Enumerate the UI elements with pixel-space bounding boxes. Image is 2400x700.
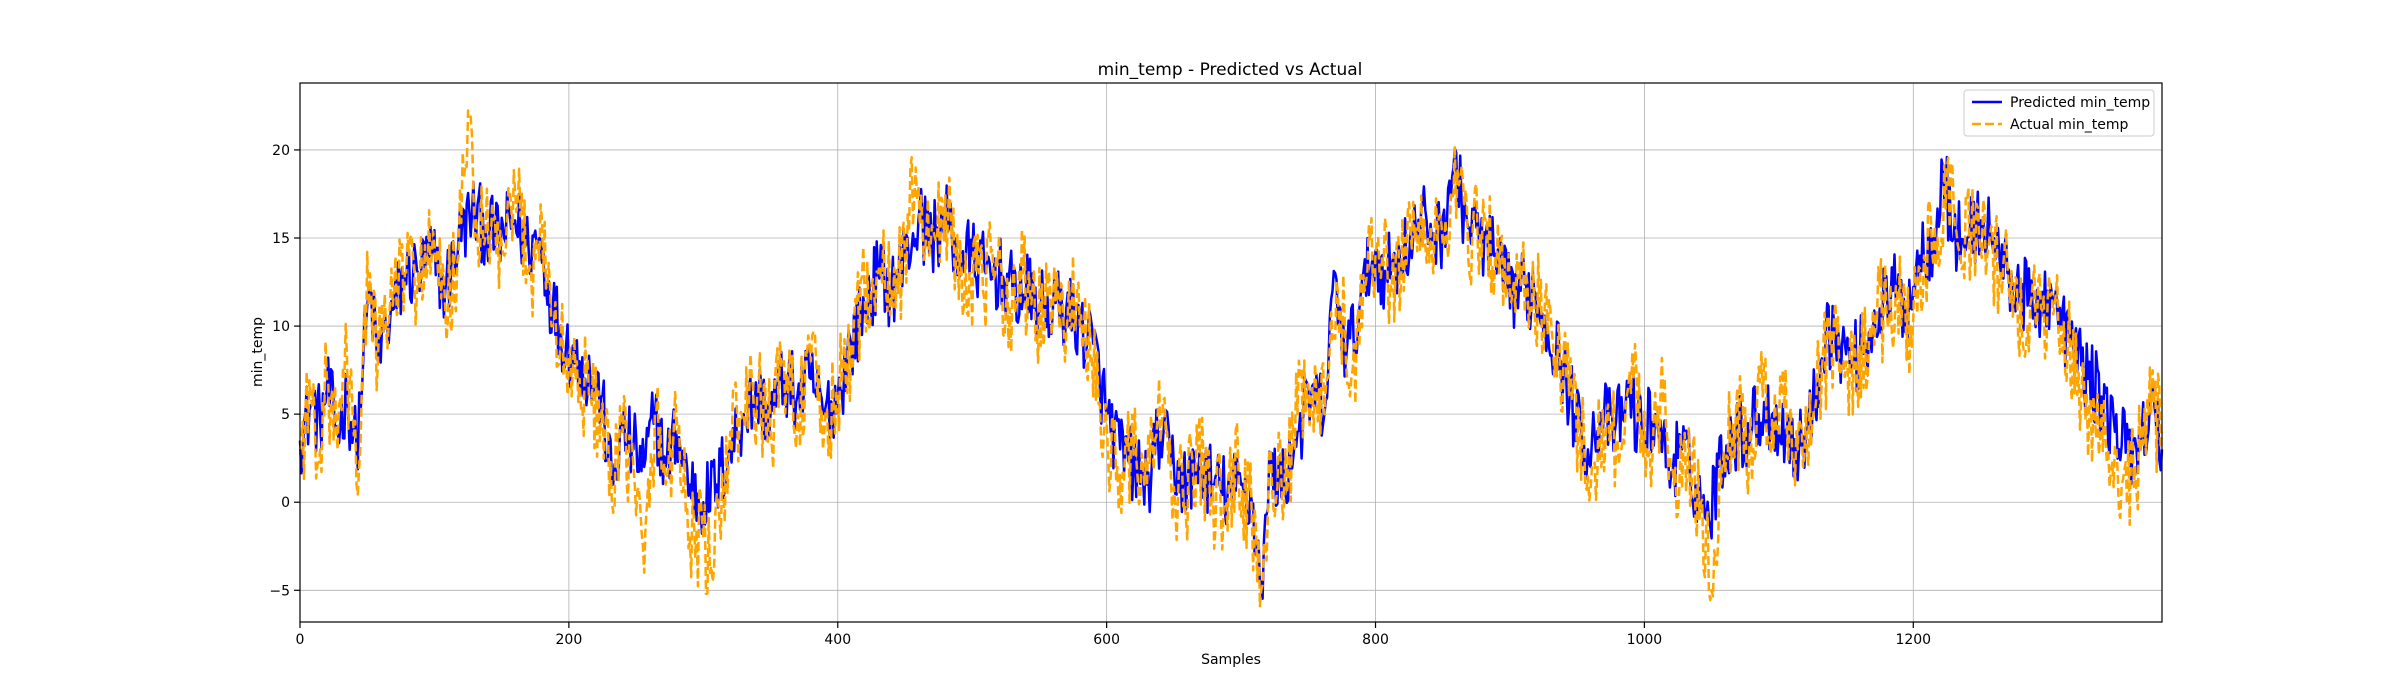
x-tick-label: 1000 [1627,632,1663,648]
series-lines [298,109,2164,608]
y-tick-label: 5 [281,407,290,423]
x-tick-label: 400 [824,632,851,648]
plot-frame [299,82,2163,623]
chart-title: min_temp - Predicted vs Actual [1098,60,1363,80]
y-tick-label: 20 [272,143,290,159]
y-tick-label: 15 [272,231,290,247]
y-axis-label: min_temp [250,317,266,387]
x-axis-label: Samples [1201,652,1261,668]
x-tick-label: 600 [1093,632,1120,648]
predicted-line [298,147,2164,600]
legend: Predicted min_temp Actual min_temp [1963,89,2155,137]
x-tick-label: 1200 [1895,632,1931,648]
y-tick-label: −5 [269,583,290,599]
y-tick-label: 0 [281,495,290,511]
x-axis-ticks: 0 200 400 600 800 1000 1200 [296,622,1931,648]
legend-label-predicted: Predicted min_temp [2010,95,2150,111]
legend-box [1963,89,2155,137]
x-tick-label: 0 [296,632,305,648]
actual-line [298,109,2164,608]
y-tick-label: 10 [272,319,290,335]
x-tick-label: 800 [1362,632,1389,648]
y-axis-ticks: −5 0 5 10 15 20 [269,143,300,599]
legend-label-actual: Actual min_temp [2010,117,2128,133]
x-tick-label: 200 [556,632,583,648]
